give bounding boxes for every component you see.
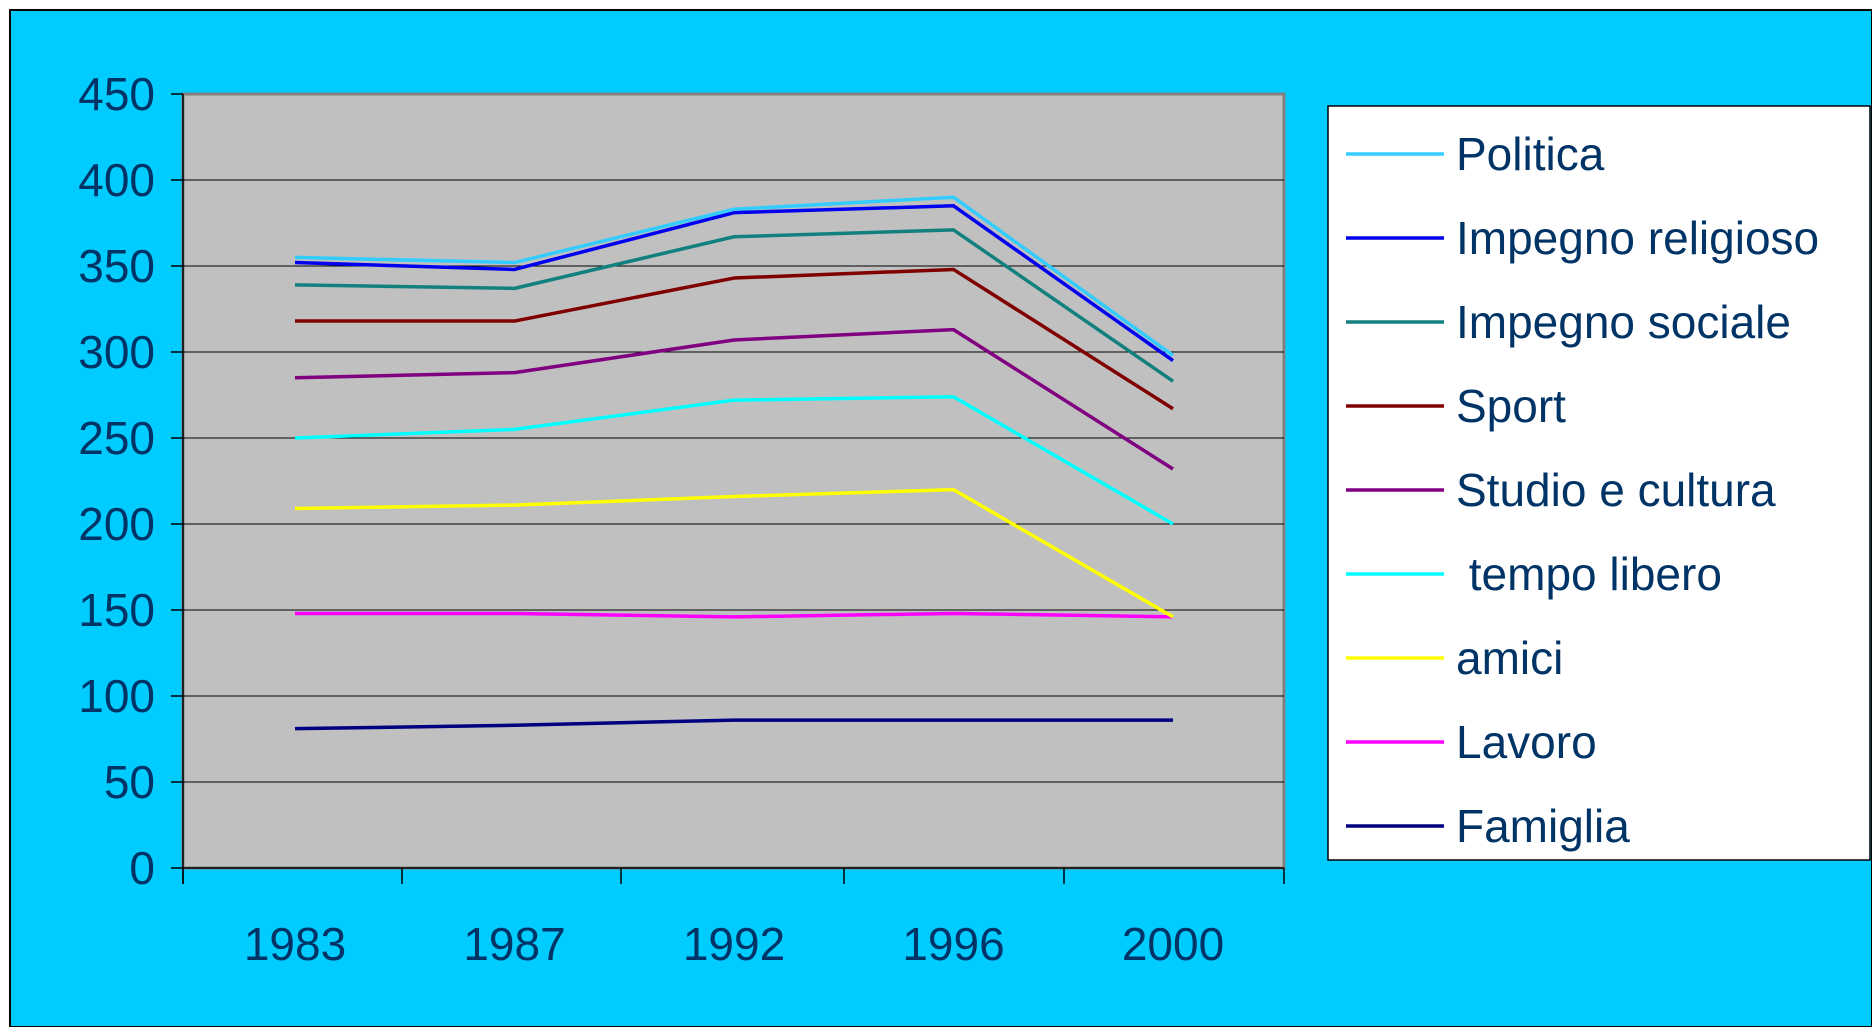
- x-tick-label: 1996: [902, 918, 1004, 970]
- x-tick-label: 1992: [683, 918, 785, 970]
- series-line-impegno-religioso: [294, 204, 1175, 363]
- series-line-tempo-libero: [294, 394, 1174, 526]
- legend-label-lavoro: Lavoro: [1456, 716, 1597, 768]
- y-tick-label: 400: [78, 154, 155, 206]
- legend-label-impegno-sociale: Impegno sociale: [1456, 296, 1791, 348]
- y-tick-label: 350: [78, 240, 155, 292]
- y-tick-label: 250: [78, 412, 155, 464]
- legend-label-amici: amici: [1456, 632, 1563, 684]
- y-tick-label: 0: [129, 842, 155, 894]
- series-line-amici: [294, 487, 1174, 619]
- legend-label-impegno-religioso: Impegno religioso: [1456, 212, 1819, 264]
- x-tick-label: 1983: [244, 918, 346, 970]
- x-tick-label: 2000: [1122, 918, 1224, 970]
- legend-label-tempo-libero: tempo libero: [1456, 548, 1722, 600]
- y-tick-label: 300: [78, 326, 155, 378]
- legend-label-sport: Sport: [1456, 380, 1566, 432]
- legend-label-famiglia: Famiglia: [1456, 800, 1630, 852]
- legend-label-studio-e-cultura: Studio e cultura: [1456, 464, 1776, 516]
- y-tick-label: 450: [78, 68, 155, 120]
- legend-label-politica: Politica: [1456, 128, 1605, 180]
- series-line-studio-e-cultura: [294, 327, 1174, 471]
- legend-box: [1327, 105, 1871, 861]
- series-line-sport: [295, 267, 1174, 411]
- y-tick-label: 200: [78, 498, 155, 550]
- axes: 0 50 100 150 200 250 300 350 400 450 1983 1987 1992 1…: [78, 68, 1285, 970]
- series-line-famiglia: [294, 718, 1173, 731]
- y-tick-label: 50: [104, 756, 155, 808]
- series-line-politica: [294, 195, 1175, 357]
- legend: Politica Impegno religioso Impegno sociale…: [1346, 128, 1819, 852]
- y-tick-label: 100: [78, 670, 155, 722]
- y-tick-label: 150: [78, 584, 155, 636]
- series-line-lavoro: [295, 611, 1174, 619]
- series-line-impegno-sociale: [294, 228, 1174, 383]
- x-tick-label: 1987: [463, 918, 565, 970]
- series-lines: [294, 195, 1175, 731]
